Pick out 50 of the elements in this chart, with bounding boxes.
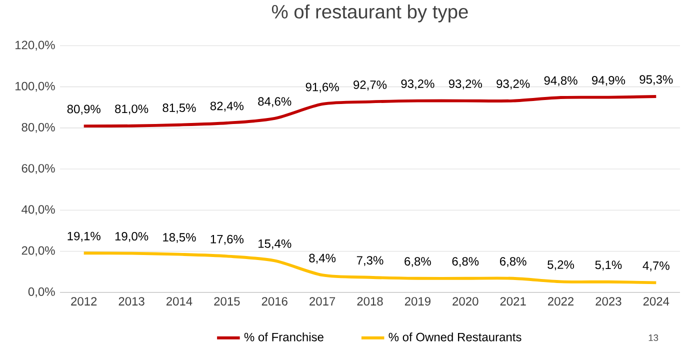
x-tick-label: 2020: [452, 297, 478, 306]
x-tick-label: 2012: [71, 297, 97, 306]
data-label: 95,3%: [640, 75, 673, 86]
data-label: 91,6%: [306, 83, 339, 93]
y-tick-label: 20,0%: [22, 246, 55, 256]
data-label: 80,9%: [67, 105, 100, 115]
x-tick-label: 2017: [310, 297, 336, 306]
x-tick-label: 2013: [118, 297, 144, 306]
data-label: 5,1%: [595, 260, 622, 271]
text: 13: [648, 334, 658, 342]
legend-label: % of Franchise: [244, 332, 324, 342]
data-label: 19,0%: [115, 232, 148, 242]
y-tick-label: 100,0%: [16, 82, 55, 92]
x-tick-label: 2019: [404, 297, 430, 306]
x-tick-label: 2015: [214, 297, 240, 306]
data-label: 84,6%: [258, 97, 292, 108]
data-label: 92,7%: [354, 80, 387, 91]
data-label: 93,2%: [401, 80, 434, 90]
x-tick-label: 2021: [500, 297, 526, 306]
y-tick-label: 40,0%: [22, 205, 55, 216]
data-label: 17,6%: [210, 235, 244, 246]
data-label: 4,7%: [642, 262, 670, 272]
data-label: 7,3%: [356, 256, 384, 266]
x-tick-label: 2018: [357, 297, 383, 306]
data-label: 15,4%: [258, 240, 292, 250]
data-label: 82,4%: [210, 102, 244, 112]
y-tick-label: 60,0%: [22, 164, 55, 174]
x-tick-label: 2014: [166, 297, 192, 306]
data-label: 18,5%: [163, 233, 196, 244]
data-label: 81,0%: [115, 104, 148, 115]
data-label: 94,8%: [544, 76, 578, 86]
data-label: 6,8%: [500, 257, 526, 268]
chart-title: % of restaurant by type: [272, 4, 468, 23]
y-tick-label: 120,0%: [16, 40, 55, 51]
data-label: 19,1%: [68, 232, 100, 242]
x-tick-label: 2022: [548, 297, 574, 306]
data-label: 6,8%: [404, 257, 431, 268]
x-tick-label: 2016: [262, 297, 288, 306]
data-label: 8,4%: [309, 254, 336, 264]
data-label: 5,2%: [548, 260, 574, 271]
y-tick-label: 80,0%: [22, 123, 55, 134]
data-label: 6,8%: [452, 257, 479, 268]
data-label: 94,9%: [592, 76, 626, 86]
x-tick-label: 2024: [643, 297, 670, 306]
y-tick-label: 0,0%: [28, 288, 55, 298]
data-label: 81,5%: [162, 104, 196, 114]
data-label: 93,2%: [496, 80, 530, 90]
x-tick-label: 2023: [596, 297, 622, 306]
legend-label: % of Owned Restaurants: [388, 332, 522, 342]
data-label: 93,2%: [448, 80, 482, 90]
